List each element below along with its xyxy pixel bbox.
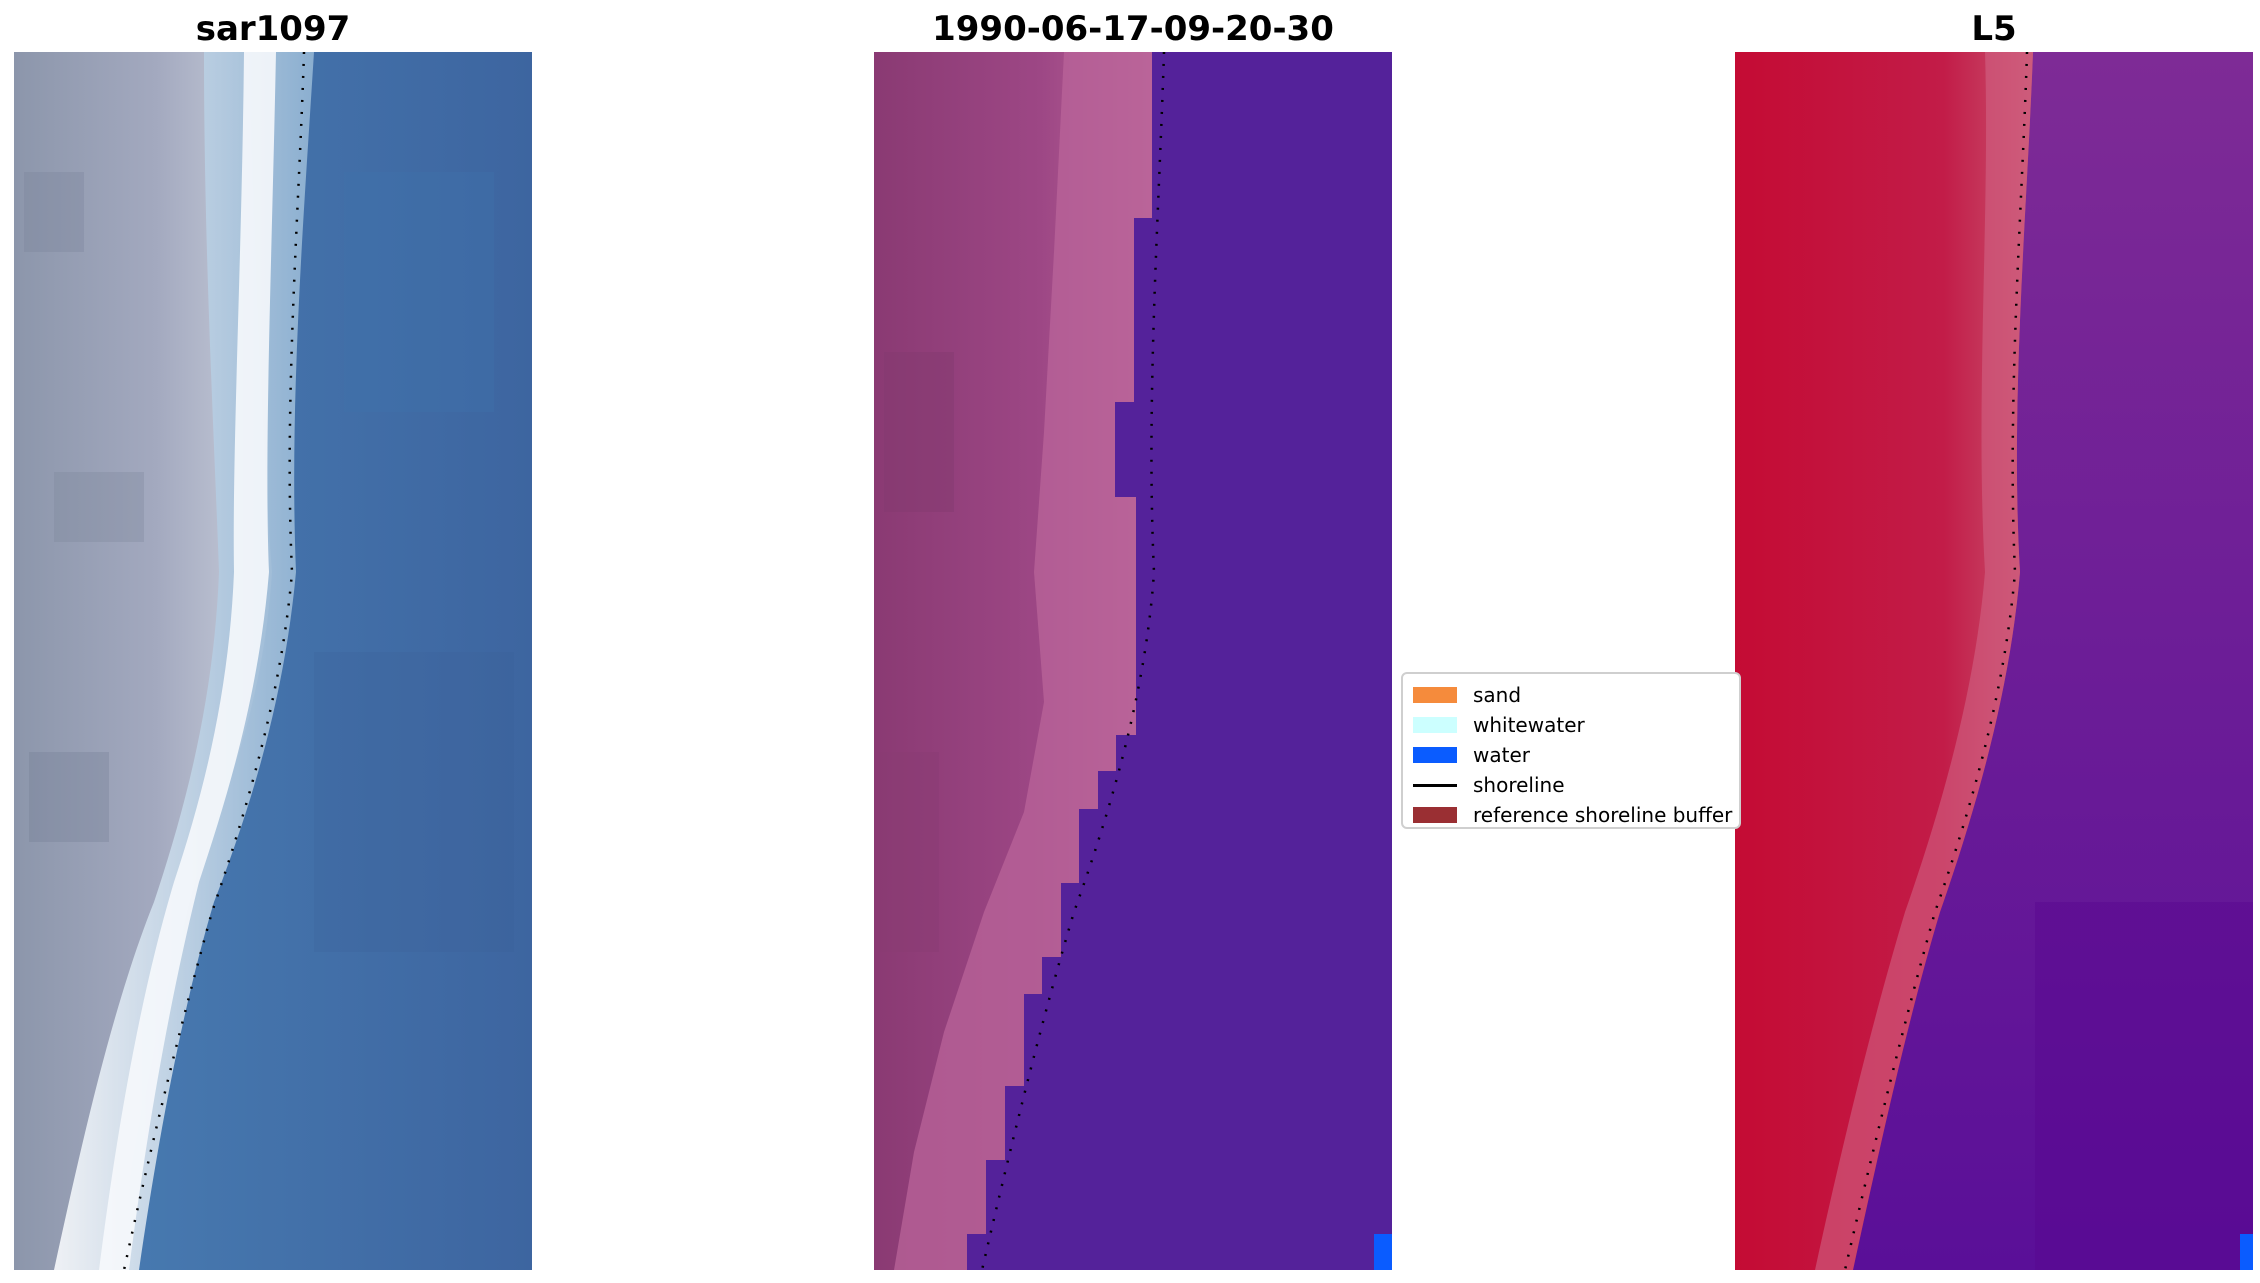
panel-title-date: 1990-06-17-09-20-30 [932, 9, 1334, 49]
legend-item-water: water [1413, 740, 1729, 770]
panel-title-rgb: sar1097 [195, 9, 351, 49]
sand-swatch [1413, 687, 1457, 703]
legend-item-reference-buffer: reference shoreline buffer [1413, 800, 1733, 830]
shoreline-line [122, 52, 306, 1270]
water-patch [2240, 1234, 2253, 1270]
legend-label: water [1473, 743, 1530, 767]
legend-item-shoreline: shoreline [1413, 770, 1729, 800]
shoreline-line [980, 52, 1166, 1270]
legend: sand whitewater water shoreline referenc… [1401, 672, 1741, 829]
legend-item-whitewater: whitewater [1413, 710, 1729, 740]
legend-label: reference shoreline buffer [1473, 803, 1733, 827]
index-image [1735, 52, 2253, 1270]
classified-image [874, 52, 1392, 1270]
classified-image-panel [874, 52, 1392, 1270]
index-image-panel [1735, 52, 2253, 1270]
legend-label: sand [1473, 683, 1522, 707]
legend-label: shoreline [1473, 773, 1565, 797]
reference-buffer-swatch [1413, 807, 1457, 823]
rgb-image-panel [14, 52, 532, 1270]
whitewater-swatch [1413, 717, 1457, 733]
shoreline-swatch [1413, 783, 1457, 787]
panel-title-sensor: L5 [1971, 9, 2017, 49]
water-patch [1374, 1234, 1392, 1270]
legend-label: whitewater [1473, 713, 1585, 737]
rgb-image [14, 52, 532, 1270]
water-swatch [1413, 747, 1457, 763]
legend-item-sand: sand [1413, 680, 1729, 710]
shoreline-line [1843, 52, 2029, 1270]
